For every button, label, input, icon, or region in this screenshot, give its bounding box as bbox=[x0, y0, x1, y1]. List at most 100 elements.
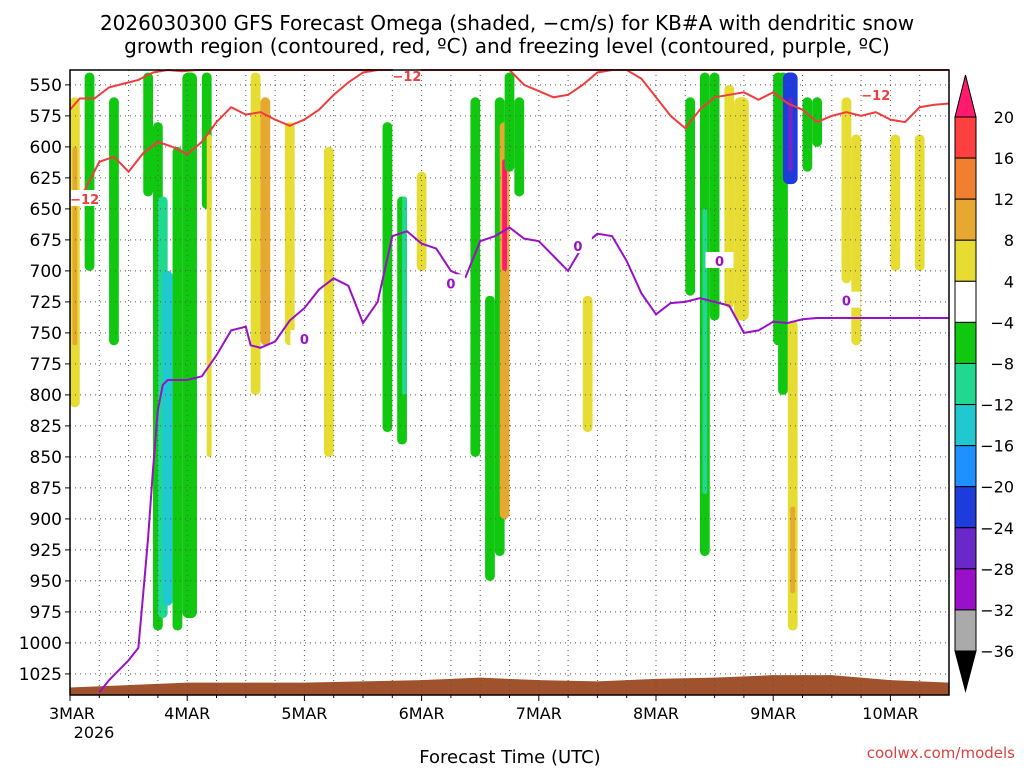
omega-cell-32 bbox=[724, 84, 735, 309]
colorbar-label-10: −24 bbox=[980, 519, 1014, 538]
x-axis-year: 2026 bbox=[74, 723, 115, 742]
omega-cell-4 bbox=[143, 72, 154, 197]
y-tick-label-13: 875 bbox=[30, 479, 62, 499]
y-tick-label-16: 950 bbox=[30, 572, 62, 592]
colorbar-label-1: 16 bbox=[994, 149, 1014, 168]
title-line-2: growth region (contoured, red, ºC) and f… bbox=[124, 34, 890, 58]
y-tick-label-11: 825 bbox=[30, 417, 62, 437]
colorbar-bottom-arrow bbox=[954, 650, 977, 693]
freezing-label-2: 0 bbox=[446, 277, 455, 292]
y-tick-label-2: 600 bbox=[30, 138, 62, 158]
omega-cell-42 bbox=[841, 97, 852, 284]
colorbar-swatch-1 bbox=[954, 157, 977, 200]
colorbar-label-13: −36 bbox=[980, 642, 1014, 661]
freezing-label-5: 0 bbox=[842, 295, 851, 310]
omega-cell-21 bbox=[485, 295, 495, 581]
y-tick-label-14: 900 bbox=[30, 510, 62, 530]
colorbar-swatch-11 bbox=[954, 568, 977, 611]
colorbar-label-11: −28 bbox=[980, 560, 1014, 579]
omega-cell-37 bbox=[787, 97, 793, 172]
y-tick-label-6: 700 bbox=[30, 262, 62, 282]
omega-cell-8 bbox=[172, 146, 183, 631]
y-tick-label-8: 750 bbox=[30, 324, 62, 344]
x-tick-label-1: 4MAR bbox=[164, 704, 210, 723]
omega-cell-40 bbox=[802, 97, 813, 172]
freezing-label-4-bg bbox=[705, 251, 734, 268]
colorbar-label-5: −4 bbox=[990, 313, 1014, 332]
dgz-label-3: −12 bbox=[861, 89, 890, 104]
grid-lines bbox=[70, 70, 949, 695]
chart-title: 2026030300 GFS Forecast Omega (shaded, −… bbox=[100, 11, 914, 58]
y-tick-label-18: 1000 bbox=[19, 634, 62, 654]
x-tick-label-6: 9MAR bbox=[750, 704, 796, 723]
freezing-label-4: 0 bbox=[715, 255, 724, 270]
omega-cell-45 bbox=[914, 134, 925, 271]
colorbar-swatch-6 bbox=[954, 362, 977, 406]
omega-cell-39 bbox=[790, 506, 796, 594]
freezing-label-1: 0 bbox=[300, 333, 309, 348]
colorbar-label-9: −20 bbox=[980, 478, 1014, 497]
omega-cell-3 bbox=[109, 97, 119, 346]
y-tick-label-10: 800 bbox=[30, 386, 62, 406]
freezing-label-3-bg bbox=[563, 237, 592, 254]
omega-cell-26 bbox=[514, 97, 525, 197]
omega-cell-11 bbox=[206, 134, 212, 457]
colorbar-label-4: 4 bbox=[1004, 272, 1014, 291]
colorbar-label-7: −12 bbox=[980, 396, 1014, 415]
omega-cell-30 bbox=[702, 208, 708, 495]
omega-cell-13 bbox=[260, 97, 271, 346]
dgz-label-1: −12 bbox=[70, 193, 99, 208]
y-tick-label-5: 675 bbox=[30, 231, 62, 251]
freezing-label-3: 0 bbox=[573, 240, 582, 255]
omega-cell-20 bbox=[470, 97, 481, 457]
colorbar-label-3: 8 bbox=[1004, 231, 1014, 250]
omega-cell-31 bbox=[709, 72, 720, 321]
colorbar-swatch-12 bbox=[954, 609, 977, 652]
colorbar-label-6: −8 bbox=[990, 354, 1014, 373]
freezing-label-2-bg bbox=[436, 274, 465, 291]
x-tick-label-0: 3MAR bbox=[49, 704, 95, 723]
x-tick-label-5: 8MAR bbox=[633, 704, 679, 723]
freezing-level-contour bbox=[98, 226, 949, 694]
credit-text: coolwx.com/models bbox=[867, 744, 1015, 762]
y-tick-label-15: 925 bbox=[30, 541, 62, 561]
x-tick-label-4: 7MAR bbox=[516, 704, 562, 723]
colorbar-swatch-9 bbox=[954, 486, 977, 529]
y-tick-label-7: 725 bbox=[30, 293, 62, 313]
colorbar-label-0: 20 bbox=[994, 108, 1014, 127]
omega-cell-24 bbox=[502, 159, 508, 271]
y-tick-label-3: 625 bbox=[30, 169, 62, 189]
colorbar-label-8: −16 bbox=[980, 437, 1014, 456]
y-tick-label-0: 550 bbox=[30, 76, 62, 96]
omega-cell-7 bbox=[162, 270, 173, 606]
omega-cell-14 bbox=[284, 122, 295, 346]
x-axis-label: Forecast Time (UTC) bbox=[419, 747, 600, 768]
freezing-label-1-bg bbox=[290, 330, 319, 347]
y-tick-label-12: 850 bbox=[30, 448, 62, 468]
dgz-label-1-bg bbox=[70, 189, 99, 206]
colorbar-swatch-7 bbox=[954, 404, 977, 447]
dgz-label-2: −12 bbox=[392, 70, 421, 85]
y-tick-label-19: 1025 bbox=[19, 665, 62, 685]
omega-cell-28 bbox=[685, 97, 696, 296]
title-line-1: 2026030300 GFS Forecast Omega (shaded, −… bbox=[100, 11, 914, 35]
colorbar-swatch-4 bbox=[954, 280, 977, 323]
dgz-label-3-bg bbox=[861, 85, 890, 102]
colorbar-swatch-2 bbox=[954, 198, 977, 241]
colorbar-swatch-0 bbox=[954, 116, 977, 159]
colorbar-swatch-10 bbox=[954, 527, 977, 570]
omega-cell-18 bbox=[402, 196, 407, 395]
omega-cell-25 bbox=[504, 72, 515, 172]
omega-cell-9 bbox=[182, 72, 197, 619]
y-tick-label-4: 650 bbox=[30, 200, 62, 220]
colorbar-legend: 20 16 12 8 4 −4 −8 −12 −16 −20 −24 −28 −32 −36 bbox=[954, 74, 1014, 693]
colorbar-swatch-3 bbox=[954, 239, 977, 282]
omega-cell-15 bbox=[323, 146, 334, 457]
colorbar-top-arrow bbox=[954, 74, 977, 118]
y-tick-label-1: 575 bbox=[30, 107, 62, 127]
dgz-label-2-bg bbox=[392, 67, 421, 84]
x-axis-ticks: 3MAR 4MAR 5MAR 6MAR 7MAR 8MAR 9MAR 10MAR bbox=[49, 695, 921, 723]
omega-cell-43 bbox=[851, 134, 862, 346]
